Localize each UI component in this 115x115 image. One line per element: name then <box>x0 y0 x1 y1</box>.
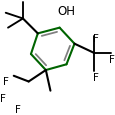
Text: F: F <box>92 72 98 82</box>
Text: F: F <box>3 77 9 87</box>
Text: F: F <box>92 34 98 44</box>
Text: OH: OH <box>57 5 75 18</box>
Text: F: F <box>0 93 6 103</box>
Text: F: F <box>108 54 114 64</box>
Text: F: F <box>15 104 21 114</box>
